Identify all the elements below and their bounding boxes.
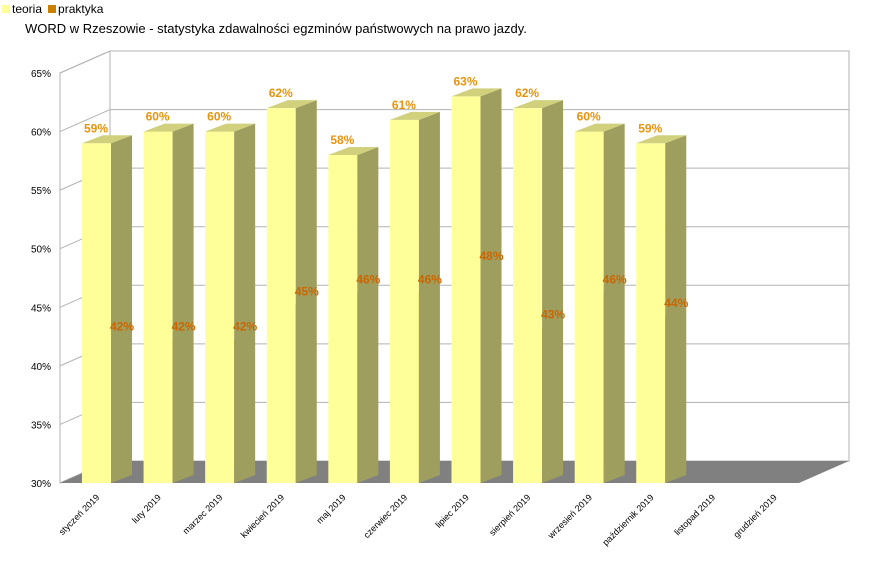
- legend: teoria praktyka: [2, 2, 105, 16]
- data-label-praktyka: 46%: [603, 273, 627, 287]
- bar-teoria-side: [603, 123, 625, 484]
- bar-teoria-front: [389, 119, 419, 483]
- x-tick-label: marzec 2019: [181, 492, 225, 536]
- bar-teoria-top: [266, 100, 317, 109]
- bar-teoria-front: [328, 155, 358, 483]
- bar-teoria-side: [357, 147, 379, 483]
- data-label-praktyka: 45%: [295, 284, 319, 298]
- bar-teoria-front: [574, 131, 604, 484]
- y-tick-label: 40%: [31, 362, 51, 373]
- data-label-teoria: 62%: [269, 86, 293, 100]
- data-label-praktyka: 42%: [233, 319, 257, 333]
- x-tick-label: lipiec 2019: [433, 492, 470, 529]
- gridline-side: [59, 50, 111, 74]
- data-label-praktyka: 44%: [664, 296, 688, 310]
- bar-teoria-side: [111, 135, 132, 484]
- data-label-teoria: 59%: [84, 121, 108, 135]
- bar-teoria-side: [418, 111, 440, 483]
- x-tick-label: maj 2019: [314, 492, 347, 525]
- y-tick-label: 55%: [31, 186, 51, 197]
- bar-teoria-front: [143, 131, 173, 484]
- x-tick-label: wrzesień 2019: [545, 492, 594, 541]
- bar-teoria-front: [451, 96, 481, 483]
- data-label-praktyka: 46%: [418, 273, 442, 287]
- data-label-praktyka: 42%: [110, 319, 134, 333]
- data-label-teoria: 62%: [515, 86, 539, 100]
- data-label-praktyka: 43%: [541, 308, 565, 322]
- bar-teoria-front: [513, 108, 543, 484]
- bar-teoria-side: [480, 88, 502, 483]
- legend-label-teoria: teoria: [12, 2, 43, 16]
- x-tick-label: sierpień 2019: [487, 492, 532, 537]
- data-label-teoria: 63%: [453, 74, 477, 88]
- data-label-teoria: 60%: [207, 110, 231, 124]
- y-tick-label: 35%: [31, 420, 51, 431]
- bar-teoria-top: [143, 123, 194, 132]
- bar-teoria-side: [234, 123, 256, 484]
- data-label-teoria: 61%: [392, 98, 416, 112]
- data-label-teoria: 60%: [146, 110, 170, 124]
- legend-swatch-teoria: [2, 5, 10, 13]
- bar-teoria-top: [574, 123, 625, 132]
- bar-teoria-top: [328, 147, 379, 155]
- y-tick-label: 30%: [31, 479, 51, 490]
- x-tick-label: listopad 2019: [672, 492, 717, 537]
- bar-teoria-side: [295, 100, 317, 484]
- bar-teoria-side: [542, 100, 564, 484]
- x-tick-label: październik 2019: [600, 492, 655, 547]
- data-label-teoria: 60%: [577, 110, 601, 124]
- legend-label-praktyka: praktyka: [58, 2, 104, 16]
- bar-teoria-front: [205, 131, 235, 484]
- bar-teoria-front: [636, 143, 666, 484]
- data-label-praktyka: 42%: [172, 319, 196, 333]
- chart-title: WORD w Rzeszowie - statystyka zdawalnośc…: [25, 21, 527, 36]
- x-tick-label: styczeń 2019: [57, 492, 102, 537]
- bar-teoria-side: [172, 123, 194, 484]
- data-label-praktyka: 46%: [356, 273, 380, 287]
- data-label-teoria: 58%: [330, 133, 354, 147]
- gridline-side: [59, 109, 111, 133]
- legend-item-teoria: teoria: [2, 2, 42, 16]
- bar-teoria-top: [389, 111, 440, 120]
- x-tick-label: luty 2019: [130, 492, 163, 525]
- bar-teoria-front: [266, 108, 296, 484]
- x-tick-label: kwiecień 2019: [239, 492, 286, 539]
- legend-item-praktyka: praktyka: [48, 2, 103, 16]
- bar-teoria-front: [82, 143, 111, 484]
- bar-teoria-top: [205, 123, 256, 132]
- bar-teoria-top: [82, 135, 132, 144]
- data-label-teoria: 59%: [638, 121, 662, 135]
- y-tick-label: 60%: [31, 128, 51, 139]
- y-tick-label: 50%: [31, 245, 51, 256]
- y-tick-label: 45%: [31, 303, 51, 314]
- bar-teoria-top: [513, 100, 564, 109]
- bar-teoria-top: [636, 135, 687, 144]
- legend-swatch-praktyka: [48, 5, 57, 13]
- bar-teoria-top: [451, 88, 502, 97]
- bar-teoria-side: [665, 135, 687, 484]
- data-label-praktyka: 48%: [479, 249, 503, 263]
- y-tick-label: 65%: [31, 69, 51, 80]
- x-tick-label: grudzień 2019: [731, 492, 778, 539]
- x-tick-label: czerwiec 2019: [362, 492, 410, 540]
